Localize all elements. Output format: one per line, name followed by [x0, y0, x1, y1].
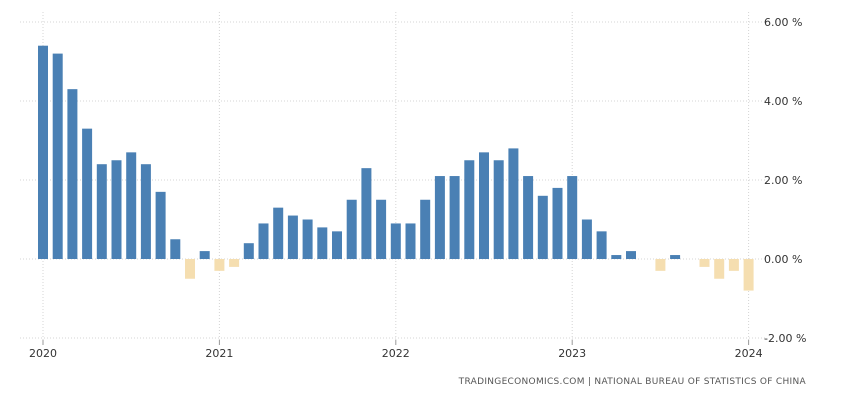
bar-2022-03 — [420, 199, 431, 259]
y-tick-label: 2.00 % — [764, 174, 802, 187]
bar-2023-08 — [670, 255, 681, 259]
bar-2020-04 — [82, 128, 93, 259]
bar-2023-03 — [596, 231, 607, 259]
bar-2022-07 — [479, 152, 489, 259]
bar-2020-02 — [52, 53, 63, 259]
bar-2020-11 — [185, 259, 195, 279]
x-tick-label: 2021 — [205, 347, 233, 360]
bar-2021-01 — [214, 259, 225, 271]
bar-2021-03 — [243, 243, 254, 259]
bar-2020-08 — [140, 164, 151, 259]
x-tick-label: 2024 — [735, 347, 763, 360]
bar-2021-05 — [273, 207, 284, 259]
y-tick-label: 6.00 % — [764, 16, 802, 29]
bar-2020-07 — [126, 152, 137, 259]
bar-2020-10 — [170, 239, 181, 259]
bar-2021-10 — [346, 199, 357, 259]
bar-2022-05 — [449, 176, 460, 259]
bar-2022-01 — [390, 223, 401, 259]
bar-2020-01 — [38, 45, 48, 260]
bar-2022-06 — [464, 160, 475, 259]
y-tick-label: 4.00 % — [764, 95, 802, 108]
source-credit: TRADINGECONOMICS.COM | NATIONAL BUREAU O… — [458, 377, 807, 387]
bar-2023-01 — [567, 176, 578, 259]
bar-2023-11 — [714, 259, 725, 279]
y-axis-tick-labels: 6.00 % 4.00 % 2.00 % 0.00 % -2.00 % — [764, 16, 806, 345]
bar-2023-07 — [655, 259, 666, 271]
y-tick-label: -2.00 % — [764, 332, 806, 345]
bar-2023-05 — [626, 251, 636, 259]
bars — [38, 45, 754, 291]
bar-2021-12 — [376, 199, 387, 259]
bar-2020-06 — [111, 160, 122, 259]
bar-2020-03 — [67, 89, 78, 260]
bar-2020-05 — [96, 164, 107, 259]
bar-2022-09 — [508, 148, 519, 259]
bar-2022-08 — [493, 160, 504, 259]
x-tick-label: 2023 — [558, 347, 586, 360]
bar-2021-09 — [332, 231, 342, 259]
bar-2022-04 — [434, 176, 445, 259]
x-tick-label: 2022 — [382, 347, 410, 360]
bar-2021-04 — [258, 223, 269, 259]
bar-2023-02 — [581, 219, 592, 259]
bar-2024-01 — [743, 259, 754, 291]
bar-2022-11 — [537, 195, 548, 259]
bar-2020-09 — [155, 191, 166, 259]
bar-2021-06 — [287, 215, 298, 259]
y-tick-label: 0.00 % — [764, 253, 802, 266]
bar-2023-04 — [611, 255, 622, 259]
bar-2021-07 — [302, 219, 313, 259]
bar-2020-12 — [199, 251, 210, 259]
bar-2022-10 — [523, 176, 534, 259]
bar-2023-12 — [728, 259, 739, 271]
bar-2021-08 — [317, 227, 328, 259]
bar-2022-02 — [405, 223, 416, 259]
x-tick-label: 2020 — [29, 347, 57, 360]
bar-2022-12 — [552, 187, 563, 259]
bar-2023-10 — [699, 259, 710, 267]
bar-2021-02 — [229, 259, 240, 267]
bar-2021-11 — [361, 168, 372, 259]
x-axis-tick-labels: 2020 2021 2022 2023 2024 — [29, 347, 763, 360]
